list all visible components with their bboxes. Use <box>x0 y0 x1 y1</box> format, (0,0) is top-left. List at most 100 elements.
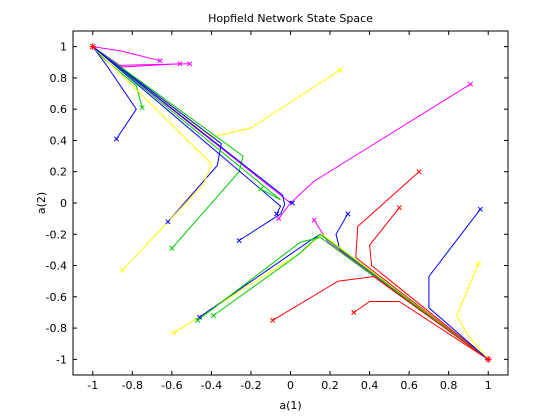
trajectory-line-1 <box>92 46 161 62</box>
trajectory-line-13 <box>92 46 282 215</box>
trajectory-start-marker-12 <box>236 237 242 244</box>
marker-stroke <box>210 313 216 319</box>
equilibrium-marker-2 <box>484 355 492 363</box>
y-tick-label: -0.8 <box>46 322 67 335</box>
marker-stroke <box>119 267 125 273</box>
y-tick-label: -1 <box>56 353 67 366</box>
asterisk-stroke <box>89 43 96 50</box>
trajectory-start-marker-13 <box>274 211 280 217</box>
x-tick-label: -0.4 <box>201 379 222 392</box>
x-tick-label: -0.2 <box>240 379 261 392</box>
y-tick-label: 0.2 <box>50 166 68 179</box>
x-tick-label: -1 <box>87 379 98 392</box>
y-tick-label: 1 <box>60 41 67 54</box>
trajectory-start-marker-10 <box>119 267 125 273</box>
x-tick-label: -0.6 <box>161 379 182 392</box>
trajectory-start-marker-25 <box>351 309 357 316</box>
chart-title: Hopfield Network State Space <box>208 12 373 25</box>
y-tick-label: 0 <box>60 197 67 210</box>
x-axis-label: a(1) <box>279 399 301 412</box>
trajectory-start-marker-7 <box>467 81 473 87</box>
marker-stroke <box>270 317 276 323</box>
trajectory-start-marker-23 <box>195 317 201 323</box>
marker-stroke <box>475 261 481 267</box>
trajectory-start-marker-19 <box>396 205 402 211</box>
trajectory-start-marker-6 <box>337 67 343 73</box>
trajectory-lines <box>92 46 489 360</box>
trajectory-start-marker-5 <box>139 105 145 111</box>
trajectory-start-marker-22 <box>210 313 216 319</box>
x-tick-label: 0.2 <box>321 379 339 392</box>
marker-stroke <box>258 186 264 192</box>
trajectory-line-24 <box>272 275 489 360</box>
marker-stroke <box>467 81 473 87</box>
asterisk-stroke <box>485 356 492 363</box>
equilibrium-markers <box>89 43 492 363</box>
marker-stroke <box>477 206 483 212</box>
y-axis-label: a(2) <box>35 192 48 214</box>
marker-stroke <box>195 317 201 323</box>
trajectory-start-marker-14 <box>276 216 282 222</box>
trajectory-start-marker-3 <box>187 61 193 67</box>
y-tick-label: -0.2 <box>46 228 67 241</box>
marker-stroke <box>165 219 171 225</box>
trajectory-start-marker-2 <box>177 61 183 67</box>
marker-stroke <box>196 314 203 320</box>
trajectory-start-marker-4 <box>113 136 120 142</box>
trajectory-line-19 <box>369 207 489 360</box>
marker-stroke <box>171 330 177 336</box>
trajectory-line-18 <box>355 171 489 360</box>
trajectory-start-marker-18 <box>416 169 422 175</box>
trajectory-start-marker-16 <box>345 211 351 217</box>
trajectory-line-4 <box>92 46 137 140</box>
trajectory-line-11 <box>92 46 281 201</box>
marker-stroke <box>177 61 183 67</box>
trajectory-start-marker-24 <box>270 317 276 323</box>
y-tick-label: -0.6 <box>46 291 67 304</box>
marker-stroke <box>416 169 422 175</box>
trajectory-start-marker-1 <box>157 58 163 64</box>
marker-stroke <box>396 205 402 211</box>
trajectory-start-marker-21 <box>196 314 203 320</box>
trajectory-start-markers <box>113 58 483 336</box>
x-tick-label: 0.8 <box>440 379 458 392</box>
trajectory-line-26 <box>428 208 489 360</box>
marker-stroke <box>289 200 296 206</box>
x-tick-label: 0 <box>287 379 294 392</box>
equilibrium-marker-1 <box>89 43 97 51</box>
y-tick-label: 0.4 <box>50 134 68 147</box>
axis-ticks: -1 -0.8 -0.6 -0.4 -0.2 0 0.2 0.4 0.6 0.8 1 -1 -0.8 -0… <box>46 31 508 392</box>
trajectory-start-marker-20 <box>171 330 177 336</box>
trajectory-line-9 <box>92 46 244 249</box>
marker-stroke <box>337 67 343 73</box>
trajectory-line-20 <box>173 233 489 360</box>
x-tick-label: -0.8 <box>122 379 143 392</box>
trajectory-start-marker-11 <box>258 186 264 192</box>
marker-stroke <box>139 105 145 111</box>
trajectory-start-marker-26 <box>477 206 483 212</box>
y-tick-label: 0.8 <box>50 72 68 85</box>
marker-stroke <box>157 58 163 64</box>
x-tick-label: 0.6 <box>400 379 418 392</box>
marker-stroke <box>236 237 242 244</box>
marker-stroke <box>351 309 357 316</box>
trajectory-start-marker-17 <box>311 217 317 223</box>
x-tick-label: 0.4 <box>361 379 379 392</box>
trajectory-line-10 <box>92 46 212 271</box>
marker-stroke <box>276 216 282 222</box>
marker-stroke <box>274 211 280 217</box>
trajectory-line-12 <box>92 46 286 241</box>
trajectory-start-marker-27 <box>475 261 481 267</box>
y-tick-label: -0.4 <box>46 260 67 273</box>
marker-stroke <box>187 61 193 67</box>
trajectory-start-marker-15 <box>289 200 296 206</box>
trajectory-start-marker-8 <box>165 219 171 225</box>
y-tick-label: 0.6 <box>50 103 68 116</box>
trajectory-start-marker-9 <box>169 245 175 251</box>
trajectory-line-14 <box>278 202 291 219</box>
trajectory-line-7 <box>92 46 471 204</box>
marker-stroke <box>345 211 351 217</box>
x-tick-label: 1 <box>485 379 492 392</box>
marker-stroke <box>169 245 175 251</box>
